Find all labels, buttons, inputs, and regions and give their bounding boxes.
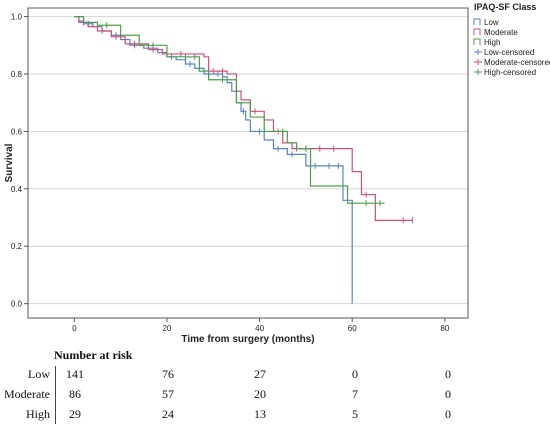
risk-cell: 27	[254, 367, 266, 381]
series-lines	[74, 16, 413, 304]
legend: IPAQ-SF Class LowModerateHighLow-censored…	[473, 2, 550, 77]
y-tick-label: 0.6	[11, 127, 23, 136]
gridlines	[28, 16, 468, 305]
y-tick-label: 0.8	[11, 70, 23, 79]
risk-cell: 86	[69, 387, 81, 401]
risk-cell: 0	[445, 367, 451, 381]
y-tick-label: 0.0	[11, 300, 23, 309]
risk-cell: 7	[352, 387, 358, 401]
risk-cell: 13	[254, 407, 266, 421]
risk-cell: 0	[352, 367, 358, 381]
legend-entry: Low-censored	[484, 48, 534, 57]
x-tick-label: 40	[255, 324, 264, 333]
x-tick-label: 60	[348, 324, 357, 333]
x-axis-title: Time from surgery (months)	[181, 334, 314, 345]
risk-table: Low 141 76 27 0 0 Moderate 86 57 20 7 0 High 29 24 13 5 0	[0, 360, 550, 430]
x-tick-label: 0	[72, 324, 77, 333]
y-tick-label: 0.2	[11, 242, 23, 251]
series-line-moderate	[74, 16, 413, 222]
legend-entry: High	[484, 38, 500, 47]
legend-swatch	[473, 38, 481, 45]
legend-title: IPAQ-SF Class	[474, 2, 536, 12]
axes: 0.0 0.2 0.4 0.6 0.8 1.0 0 20 40 60 80 Time from sur…	[4, 7, 469, 345]
risk-cell: 57	[162, 387, 174, 401]
risk-cell: 29	[69, 407, 81, 421]
legend-entry: Low	[484, 18, 499, 27]
risk-row-low: Low 141 76 27 0 0	[0, 367, 550, 387]
plot-frame	[27, 7, 469, 319]
risk-cell: 76	[162, 367, 174, 381]
y-axis-title: Survival	[4, 143, 15, 182]
risk-cell: 0	[445, 387, 451, 401]
legend-entry: High-censored	[484, 68, 536, 77]
risk-row-moderate: Moderate 86 57 20 7 0	[0, 387, 550, 407]
y-tick-label: 0.4	[11, 185, 23, 194]
risk-table-divider	[55, 366, 56, 424]
risk-table-title: Number at risk	[54, 348, 133, 362]
risk-row-high: High 29 24 13 5 0	[0, 407, 550, 427]
y-tick-label: 1.0	[11, 13, 23, 22]
risk-cell: 141	[66, 367, 84, 381]
legend-swatch	[473, 28, 481, 35]
risk-row-label: High	[26, 407, 50, 421]
risk-row-label: Low	[28, 367, 50, 381]
survival-chart: 0.0 0.2 0.4 0.6 0.8 1.0 0 20 40 60 80 Time from sur…	[4, 2, 550, 345]
risk-row-label: Moderate	[4, 387, 50, 401]
risk-cell: 24	[162, 407, 174, 421]
risk-cell: 5	[352, 407, 358, 421]
legend-entry: Moderate	[484, 28, 518, 37]
risk-cell: 20	[254, 387, 266, 401]
x-tick-label: 20	[162, 324, 171, 333]
x-tick-label: 80	[440, 324, 449, 333]
legend-entry: Moderate-censored	[484, 58, 550, 67]
series-line-high	[74, 16, 385, 204]
risk-cell: 0	[445, 407, 451, 421]
legend-swatch	[473, 18, 481, 25]
